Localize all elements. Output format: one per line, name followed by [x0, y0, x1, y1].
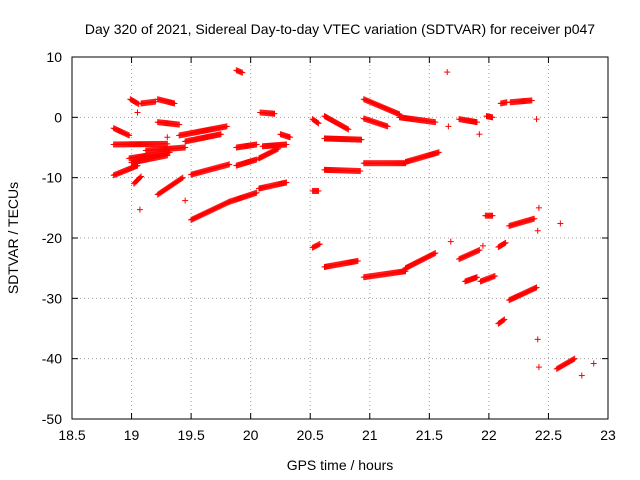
data-point [315, 120, 322, 127]
x-axis-label: GPS time / hours [287, 457, 394, 473]
data-point [533, 284, 540, 291]
x-tick-label: 20 [243, 427, 259, 443]
x-tick-label: 18.5 [58, 427, 85, 443]
data-point [491, 273, 498, 280]
data-point [432, 250, 439, 257]
data-point [476, 131, 483, 138]
data-point [533, 116, 540, 123]
data-point [253, 189, 260, 196]
data-point [316, 241, 323, 248]
data-point [176, 121, 183, 128]
data-point [171, 100, 178, 107]
y-tick-label: 0 [54, 109, 62, 125]
data-point [138, 173, 145, 180]
y-tick-label: -20 [42, 230, 62, 246]
data-point [179, 174, 186, 181]
data-point [534, 336, 541, 343]
data-point [384, 123, 391, 130]
data-point [315, 241, 322, 248]
data-point [136, 206, 143, 213]
data-point [134, 109, 141, 116]
data-point [253, 141, 260, 148]
data-point [590, 360, 597, 367]
data-point [271, 110, 278, 117]
data-point [500, 317, 507, 324]
data-point [444, 69, 451, 76]
data-point [178, 175, 185, 182]
y-tick-label: -40 [42, 351, 62, 367]
y-tick-label: -30 [42, 290, 62, 306]
x-tick-label: 22.5 [535, 427, 562, 443]
data-point [528, 97, 535, 104]
data-point [571, 355, 578, 362]
data-point [531, 215, 538, 222]
x-tick-label: 21.5 [416, 427, 443, 443]
data-point [164, 152, 171, 159]
y-axis-label: SDTVAR / TECUs [5, 182, 21, 294]
data-point [357, 168, 364, 175]
data-point [557, 220, 564, 227]
data-point [578, 372, 585, 379]
data-point [137, 174, 144, 181]
data-point [283, 141, 290, 148]
data-point [344, 125, 351, 132]
data-point [432, 119, 439, 126]
data-point [435, 149, 442, 156]
data-point [570, 356, 577, 363]
data-point [226, 161, 233, 168]
axis-ticks [71, 56, 609, 420]
data-point [286, 134, 293, 141]
data-point [476, 247, 483, 254]
data-point [489, 212, 496, 219]
data-point [447, 238, 454, 245]
y-tick-label: -50 [42, 411, 62, 427]
x-tick-label: 22 [481, 427, 497, 443]
data-point [314, 119, 321, 126]
data-point [535, 204, 542, 211]
x-tick-label: 23 [600, 427, 616, 443]
data-point [315, 187, 322, 194]
data-point [489, 114, 496, 121]
data-point [283, 179, 290, 186]
data-point [182, 197, 189, 204]
data-point [345, 126, 352, 133]
x-tick-label: 19.5 [177, 427, 204, 443]
data-point [535, 364, 542, 371]
data-point [431, 250, 438, 257]
data-point [126, 132, 133, 139]
data-points [110, 67, 597, 379]
data-point [502, 239, 509, 246]
x-tick-label: 20.5 [297, 427, 324, 443]
x-tick-label: 21 [362, 427, 378, 443]
x-tick-label: 19 [124, 427, 140, 443]
data-point [473, 274, 480, 281]
data-point [182, 144, 189, 151]
data-point [354, 257, 361, 264]
chart-title: Day 320 of 2021, Sidereal Day-to-day VTE… [85, 21, 595, 37]
grid [72, 57, 608, 419]
data-point [358, 136, 365, 143]
data-point [501, 240, 508, 247]
data-point [534, 227, 541, 234]
data-point [217, 131, 224, 138]
data-point [223, 123, 230, 130]
data-point [501, 316, 508, 323]
data-point [239, 69, 246, 76]
data-point [445, 123, 452, 130]
y-tick-label: -10 [42, 170, 62, 186]
data-point [479, 242, 486, 249]
tick-labels: 18.5 19 19.5 20 20.5 21 21.5 22 22.5 23 -50 -40 -30 -… [42, 49, 616, 443]
data-point [473, 119, 480, 126]
y-tick-label: 10 [46, 49, 62, 65]
data-point [164, 134, 171, 141]
